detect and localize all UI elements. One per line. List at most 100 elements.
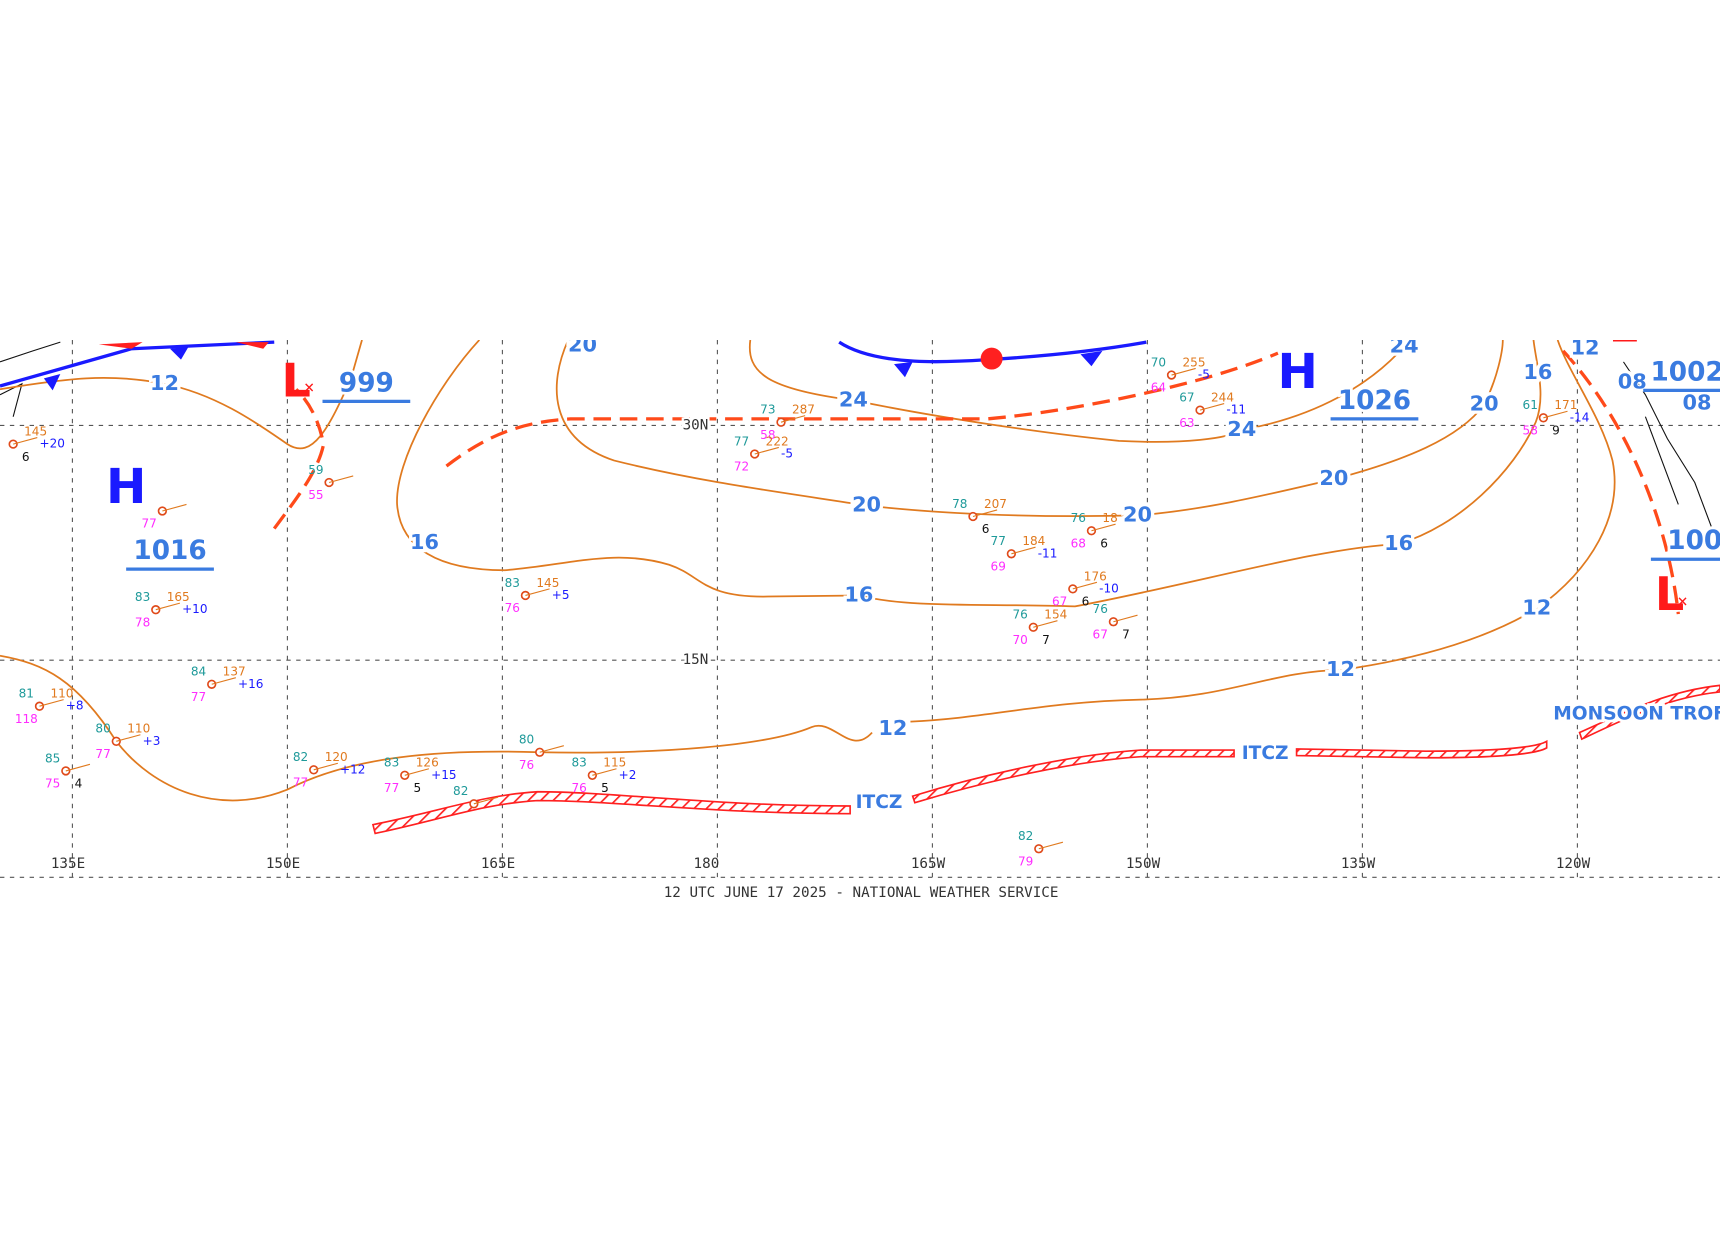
station-tendency: +15 [431, 768, 456, 782]
front [98, 342, 269, 349]
station-visibility: 6 [982, 522, 990, 536]
wind-barb [754, 446, 779, 455]
station-temp: 70 [1151, 355, 1166, 369]
station-pressure: 222 [766, 434, 789, 448]
wind-barb [162, 503, 187, 512]
wind-barb [780, 415, 806, 423]
longitude-label: 120W [1556, 856, 1591, 872]
station-temp: 77 [734, 434, 749, 448]
station-temp: 73 [760, 403, 775, 417]
station-pressure: 287 [792, 403, 815, 417]
station-temp: 76 [1093, 602, 1108, 616]
station-dewpoint: 70 [1012, 633, 1027, 647]
trough [1561, 349, 1680, 615]
footer: 12 UTC JUNE 17 2025 - NATIONAL WEATHER S… [664, 885, 1059, 901]
station-tendency: +20 [39, 437, 64, 451]
station-dewpoint: 69 [991, 559, 1006, 573]
station-pressure: 154 [1044, 608, 1067, 622]
station-visibility: 6 [1100, 536, 1108, 550]
station-dewpoint: 67 [1052, 595, 1067, 609]
station-temp: 83 [384, 756, 399, 770]
station-visibility: 7 [1122, 627, 1130, 641]
high-symbol: H [1277, 344, 1317, 400]
coastline [0, 341, 1712, 527]
station-dewpoint: 76 [519, 758, 534, 772]
station-visibility: 6 [1082, 595, 1090, 609]
station-tendency: -10 [1099, 581, 1119, 595]
station-dewpoint: 77 [142, 517, 157, 531]
station-temp: 78 [952, 497, 967, 511]
wind-barb [525, 588, 550, 596]
station-temp: 77 [991, 534, 1006, 548]
station-dewpoint: 118 [15, 712, 38, 726]
pressure-value: 1016 [133, 536, 206, 566]
station-visibility: 9 [1552, 423, 1560, 437]
label-layer: 30N 15N 12 12 12 12 12 16 16 16 16 20 20 20 20 20 24 24 24… [106, 323, 1720, 816]
station-pressure: 110 [127, 722, 150, 736]
wind-barb [1011, 546, 1036, 555]
isobar-label: 20 [568, 332, 597, 356]
station-temp: 83 [505, 576, 520, 590]
feature-label: MONSOON TROF [1553, 703, 1720, 724]
station-tendency: -11 [1038, 546, 1058, 560]
wind-barb [1199, 403, 1225, 411]
isobar-label: 20 [1470, 392, 1499, 416]
station-pressure: 145 [24, 425, 47, 439]
station-pressure: 244 [1211, 391, 1234, 405]
isobar-label: 08 [1682, 391, 1711, 415]
wind-barb [404, 768, 430, 776]
longitude-label: 180 [694, 856, 720, 872]
wind-barb [592, 768, 617, 776]
low-symbol: L [1655, 567, 1684, 621]
feature-label: ITCZ [1242, 743, 1289, 764]
wind-barb [473, 796, 499, 805]
station-marker [520, 590, 531, 601]
longitude-label: 150W [1126, 856, 1161, 872]
station-temp: 81 [19, 687, 34, 701]
longitude-label: 150E [266, 856, 300, 872]
station-marker [61, 766, 71, 776]
station-pressure: 110 [50, 687, 73, 701]
pressure-value: 100 [1667, 526, 1720, 556]
station-tendency: +2 [619, 768, 637, 782]
station-temp: 84 [191, 665, 206, 679]
station-visibility: 4 [75, 777, 83, 791]
isobar-label: 12 [1522, 596, 1551, 620]
trough [272, 388, 326, 530]
station-marker [1068, 584, 1078, 594]
station-dewpoint: 55 [308, 488, 323, 502]
wind-barb [1113, 614, 1138, 623]
isobar-label: 12 [1571, 336, 1600, 360]
station-pressure: 184 [1022, 534, 1045, 548]
isobar-label: 24 [1227, 417, 1256, 441]
station-pressure: 176 [1084, 569, 1107, 583]
station-pressure: 145 [536, 576, 559, 590]
wind-barb [211, 677, 236, 685]
station-pressure: 120 [325, 750, 348, 764]
low-marker: × [1631, 323, 1642, 343]
longitude-label: 135E [51, 856, 85, 872]
station-dewpoint: 64 [1151, 381, 1166, 395]
wind-barb [1543, 410, 1568, 419]
station-dewpoint: 68 [1071, 536, 1086, 550]
station-temp: 61 [1523, 398, 1538, 412]
pressure-value: 1026 [1338, 386, 1411, 416]
wind-barb [539, 745, 564, 753]
station-temp: 67 [1179, 391, 1194, 405]
high-symbol: H [106, 459, 146, 515]
station-dewpoint: 77 [293, 775, 308, 789]
isobar-label: 16 [1523, 360, 1552, 384]
front [980, 347, 1003, 370]
station-temp: 85 [45, 751, 60, 765]
station-temp: 82 [1018, 829, 1033, 843]
station-pressure: 207 [984, 497, 1007, 511]
isobar-label: 12 [1326, 657, 1355, 681]
isobar-label: 16 [1384, 531, 1413, 555]
station-marker [535, 747, 545, 757]
station-temp: 80 [519, 733, 534, 747]
station-dewpoint: 58 [760, 428, 775, 442]
station-tendency: +10 [182, 602, 207, 616]
latitude-label: 15N [683, 652, 709, 668]
